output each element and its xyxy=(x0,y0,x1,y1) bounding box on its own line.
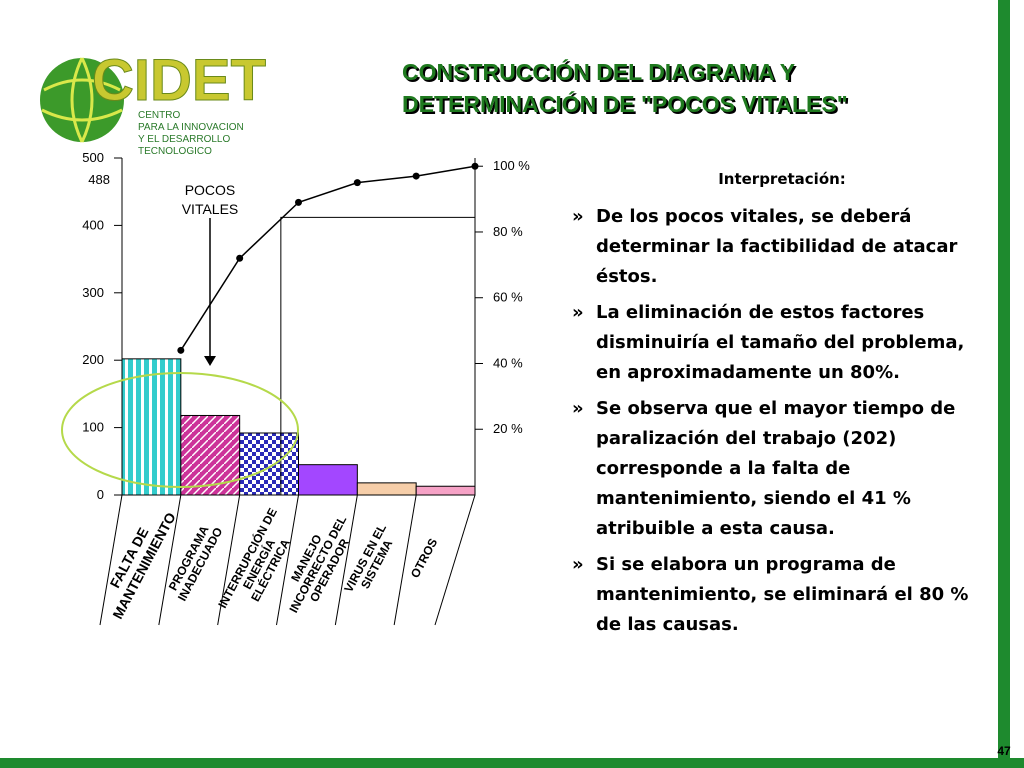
y-tick-label: 100 xyxy=(82,420,104,435)
bar xyxy=(180,414,241,496)
bullet-symbol: » xyxy=(572,554,584,575)
title: CONSTRUCCIÓN DEL DIAGRAMA Y xyxy=(402,58,795,85)
x-tick-label: OTROS xyxy=(408,536,440,580)
bar xyxy=(239,432,300,496)
line-point xyxy=(295,198,302,206)
arrow-head xyxy=(204,356,216,366)
bottom-bar xyxy=(0,758,1024,768)
line xyxy=(180,165,476,351)
highlight xyxy=(61,372,299,488)
title: DETERMINACIÓN DE "POCOS VITALES" xyxy=(402,90,848,117)
y2-tick-label: 40 % xyxy=(493,355,523,370)
x-tick-label: FALTA DEMANTENIMIENTO xyxy=(94,502,179,622)
bullet: » Si se elabora un programa de mantenimie… xyxy=(572,550,972,640)
y-tick-label: 200 xyxy=(82,352,104,367)
y-tick-label: 400 xyxy=(82,217,104,232)
bullet-text: Si se elabora un programa de mantenimien… xyxy=(596,554,975,635)
bullet-symbol: » xyxy=(572,302,584,323)
y-tick-label: 500 xyxy=(82,150,104,165)
page-number: 47 xyxy=(997,744,1011,758)
separator xyxy=(217,494,241,626)
bullet-text: De los pocos vitales, se deberá determin… xyxy=(596,206,964,287)
bullet-symbol: » xyxy=(572,206,584,227)
heading: Interpretación: xyxy=(718,170,846,188)
bullet-text: Se observa que el mayor tiempo de parali… xyxy=(596,398,962,539)
line-point xyxy=(471,162,479,170)
y2-tick-label: 80 % xyxy=(493,224,523,239)
x-tick-label: MANEJOINCORRECTO DELOPERADOR xyxy=(275,507,361,621)
bar xyxy=(121,358,182,496)
bullet: » Se observa que el mayor tiempo de paral… xyxy=(572,394,972,544)
separator xyxy=(158,494,182,626)
title-shadow: CONSTRUCCIÓN DEL DIAGRAMA Y xyxy=(404,60,797,87)
total-label: 488 xyxy=(88,172,110,187)
logo-name: CIDET xyxy=(92,48,266,113)
bar xyxy=(298,464,358,496)
bar xyxy=(415,485,476,496)
y2-tick-label: 20 % xyxy=(493,421,523,436)
separator xyxy=(434,494,476,626)
y2-tick-label: 100 % xyxy=(493,158,530,173)
line-point xyxy=(236,254,244,262)
bullet-symbol: » xyxy=(572,398,584,419)
vitales-line xyxy=(280,216,475,495)
y-tick-label: 300 xyxy=(82,285,104,300)
y2-tick-label: 60 % xyxy=(493,290,523,305)
line-point xyxy=(412,172,420,180)
line-point xyxy=(177,346,185,354)
separator xyxy=(393,494,417,626)
globe-lines xyxy=(41,57,123,143)
interpretation: Interpretación: » De los pocos vitales, s… xyxy=(572,164,972,646)
separator xyxy=(276,494,299,626)
side-bar xyxy=(998,0,1010,768)
logo-text: CENTRO xyxy=(138,110,180,121)
logo-text: TECNOLOGICO xyxy=(138,146,212,157)
bullet: » La eliminación de estos factores dismin… xyxy=(572,298,972,388)
bullet-text: La eliminación de estos factores disminu… xyxy=(596,302,996,383)
bar xyxy=(356,482,417,496)
logo-text: Y EL DESARROLLO xyxy=(138,134,230,145)
y-tick-label: 0 xyxy=(97,487,104,502)
line-point xyxy=(353,179,361,187)
x-tick-label: PROGRAMAINADECUADO xyxy=(163,519,225,603)
logo-text: PARA LA INNOVACION xyxy=(138,122,244,133)
title-shadow: DETERMINACIÓN DE "POCOS VITALES" xyxy=(404,92,850,119)
annotation: POCOS VITALES xyxy=(182,182,239,217)
bullet: » De los pocos vitales, se deberá determi… xyxy=(572,202,972,292)
x-tick-label: VIRUS EN ELSISTEMA xyxy=(341,522,400,601)
separator xyxy=(334,494,358,626)
globe xyxy=(40,58,124,142)
separator xyxy=(99,494,123,626)
